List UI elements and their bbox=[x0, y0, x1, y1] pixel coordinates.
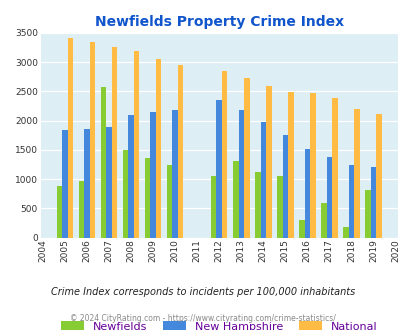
Bar bbox=[348, 165, 353, 238]
Bar bbox=[172, 110, 177, 238]
Bar bbox=[112, 47, 117, 238]
Bar bbox=[243, 78, 249, 238]
Bar bbox=[156, 59, 161, 238]
Bar bbox=[62, 130, 68, 238]
Bar bbox=[353, 109, 359, 238]
Bar bbox=[68, 38, 73, 238]
Bar bbox=[375, 114, 381, 238]
Bar bbox=[166, 165, 172, 238]
Bar bbox=[134, 50, 139, 238]
Bar bbox=[145, 158, 150, 238]
Text: Crime Index corresponds to incidents per 100,000 inhabitants: Crime Index corresponds to incidents per… bbox=[51, 287, 354, 297]
Legend: Newfields, New Hampshire, National: Newfields, New Hampshire, National bbox=[57, 317, 381, 330]
Bar bbox=[309, 93, 315, 238]
Bar bbox=[238, 110, 243, 238]
Bar bbox=[232, 161, 238, 238]
Text: © 2024 CityRating.com - https://www.cityrating.com/crime-statistics/: © 2024 CityRating.com - https://www.city… bbox=[70, 314, 335, 323]
Bar bbox=[84, 129, 90, 238]
Bar bbox=[123, 150, 128, 238]
Bar bbox=[276, 176, 282, 238]
Bar bbox=[320, 203, 326, 238]
Bar bbox=[177, 65, 183, 238]
Bar bbox=[287, 92, 293, 238]
Bar bbox=[150, 112, 156, 238]
Bar bbox=[222, 71, 227, 238]
Bar bbox=[79, 182, 84, 238]
Bar bbox=[331, 98, 337, 238]
Bar bbox=[260, 122, 265, 238]
Bar bbox=[304, 149, 309, 238]
Bar bbox=[370, 167, 375, 238]
Title: Newfields Property Crime Index: Newfields Property Crime Index bbox=[94, 15, 343, 29]
Bar bbox=[364, 190, 370, 238]
Bar bbox=[128, 115, 134, 238]
Bar bbox=[282, 135, 287, 238]
Bar bbox=[57, 186, 62, 238]
Bar bbox=[326, 157, 331, 238]
Bar bbox=[298, 220, 304, 238]
Bar bbox=[211, 176, 216, 238]
Bar bbox=[254, 172, 260, 238]
Bar bbox=[216, 100, 222, 238]
Bar bbox=[265, 86, 271, 238]
Bar bbox=[90, 42, 95, 238]
Bar bbox=[342, 227, 348, 238]
Bar bbox=[100, 87, 106, 238]
Bar bbox=[106, 126, 112, 238]
